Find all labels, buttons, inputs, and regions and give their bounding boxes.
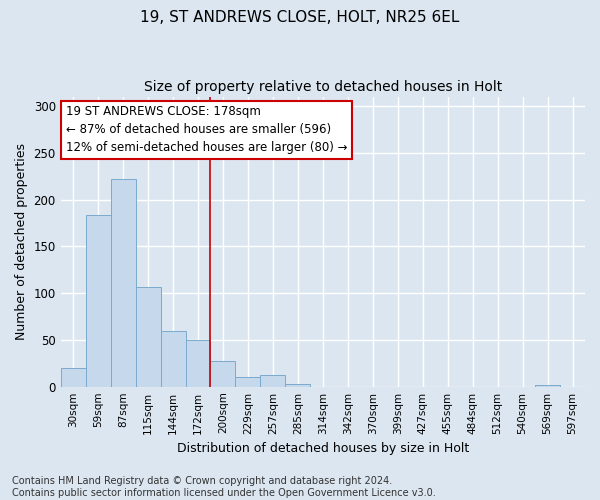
Y-axis label: Number of detached properties: Number of detached properties [15,143,28,340]
Bar [61,368,86,386]
Bar [235,378,260,386]
Text: Contains HM Land Registry data © Crown copyright and database right 2024.
Contai: Contains HM Land Registry data © Crown c… [12,476,436,498]
Bar [211,362,235,386]
Bar [535,385,560,386]
Bar [260,374,286,386]
Bar [110,179,136,386]
Bar [136,286,161,386]
Title: Size of property relative to detached houses in Holt: Size of property relative to detached ho… [144,80,502,94]
Bar [286,384,310,386]
Text: 19, ST ANDREWS CLOSE, HOLT, NR25 6EL: 19, ST ANDREWS CLOSE, HOLT, NR25 6EL [140,10,460,25]
Bar [161,330,185,386]
X-axis label: Distribution of detached houses by size in Holt: Distribution of detached houses by size … [177,442,469,455]
Text: 19 ST ANDREWS CLOSE: 178sqm
← 87% of detached houses are smaller (596)
12% of se: 19 ST ANDREWS CLOSE: 178sqm ← 87% of det… [66,106,347,154]
Bar [185,340,211,386]
Bar [86,216,110,386]
